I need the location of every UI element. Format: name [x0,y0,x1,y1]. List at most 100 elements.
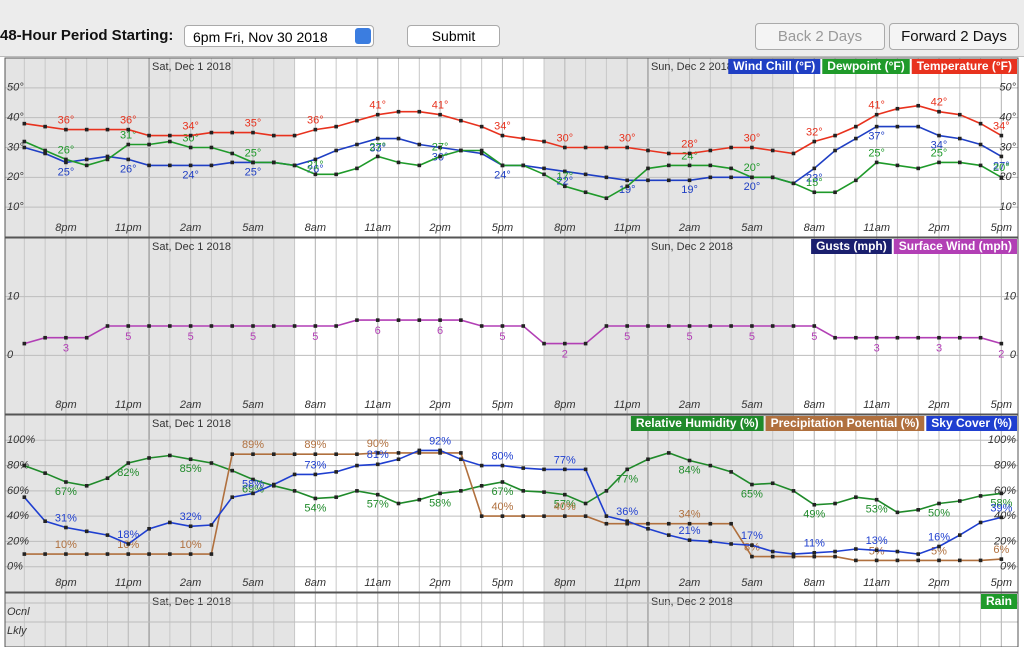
day-label: Sat, Dec 1 2018 [152,418,231,430]
value-label: 34° [182,120,199,132]
point [334,148,338,153]
value-label: 67% [55,486,77,498]
point [251,324,255,328]
point [812,551,817,555]
value-label: 6% [993,544,1009,556]
point [209,324,214,328]
panel-frame [4,592,1019,647]
point [147,552,151,556]
submit-button[interactable]: Submit [407,25,500,47]
point [43,552,47,556]
point [292,133,297,138]
point [812,324,817,328]
x-tick-label: 11pm [115,399,142,411]
point [292,452,297,456]
point [126,552,131,556]
point [521,136,526,141]
forward-button[interactable]: Forward 2 Days [889,23,1019,50]
x-tick-label: 5am [242,577,263,589]
point [687,521,692,526]
value-label: 36° [58,115,75,127]
point [479,324,484,328]
y-tick-label: 20° [6,171,24,183]
night-shade [5,593,295,647]
value-label: 20° [993,162,1010,174]
point [147,324,151,328]
value-label: 30° [557,132,574,144]
y-tick-label-right: 20° [998,171,1016,183]
point [43,124,47,129]
x-tick-label: 2pm [428,577,450,589]
point [188,524,193,529]
point [355,166,359,171]
legend-swatch [728,59,821,74]
point [625,521,629,526]
point [355,489,359,493]
point [999,175,1004,180]
value-label: 80% [491,450,513,462]
point [334,172,338,177]
point [126,142,131,147]
point [937,544,941,549]
x-tick-label: 5pm [991,399,1012,411]
point [355,463,359,468]
point [521,489,526,493]
point [750,554,754,559]
point [64,335,68,340]
point [417,451,422,455]
point [126,157,131,162]
value-label: 5 [312,331,318,343]
value-label: 82% [117,467,139,479]
y-tick-label-right: 10° [999,201,1016,213]
legend-label: Dewpoint (°F) [827,59,904,73]
point [126,324,131,328]
point [542,514,546,518]
point [708,148,713,153]
y-tick-label-right: 30° [999,141,1016,153]
value-label: 67% [491,486,513,498]
point [916,552,921,556]
point [479,151,484,156]
y-tick-label: 30° [7,141,24,153]
point [292,163,297,168]
point [604,489,609,493]
point [978,142,983,147]
y-tick-label-right: 40° [999,112,1016,124]
point [833,549,837,554]
point [84,157,89,162]
legend-swatch [893,239,1017,254]
point [999,133,1004,138]
point [729,166,733,171]
y-tick-label-right: 80% [994,459,1016,471]
legend-item: Sky Cover (%) [926,416,1017,431]
point [500,480,505,484]
value-label: 53% [866,504,888,516]
value-label: 34° [931,139,948,151]
point [375,451,380,455]
point [708,324,713,328]
value-label: 3 [874,343,880,355]
point [895,510,900,515]
point [500,324,505,328]
point [521,466,526,470]
back-button[interactable]: Back 2 Days [755,23,885,50]
point [812,190,817,195]
day-label: Sat, Dec 1 2018 [152,596,231,608]
point [937,335,941,340]
point [313,157,318,162]
point [999,557,1004,561]
legend-swatch [630,416,764,431]
period-select[interactable]: 6pm Fri, Nov 30 2018 [184,25,374,47]
legend-label: Gusts (mph) [816,239,887,253]
x-tick-label: 11am [364,399,391,411]
point [563,492,567,497]
point [84,484,89,488]
point [542,172,546,177]
point [583,514,588,518]
point [895,106,900,111]
point [916,124,921,129]
point [854,335,858,340]
point [770,148,775,153]
point [833,148,837,153]
point [687,538,692,542]
